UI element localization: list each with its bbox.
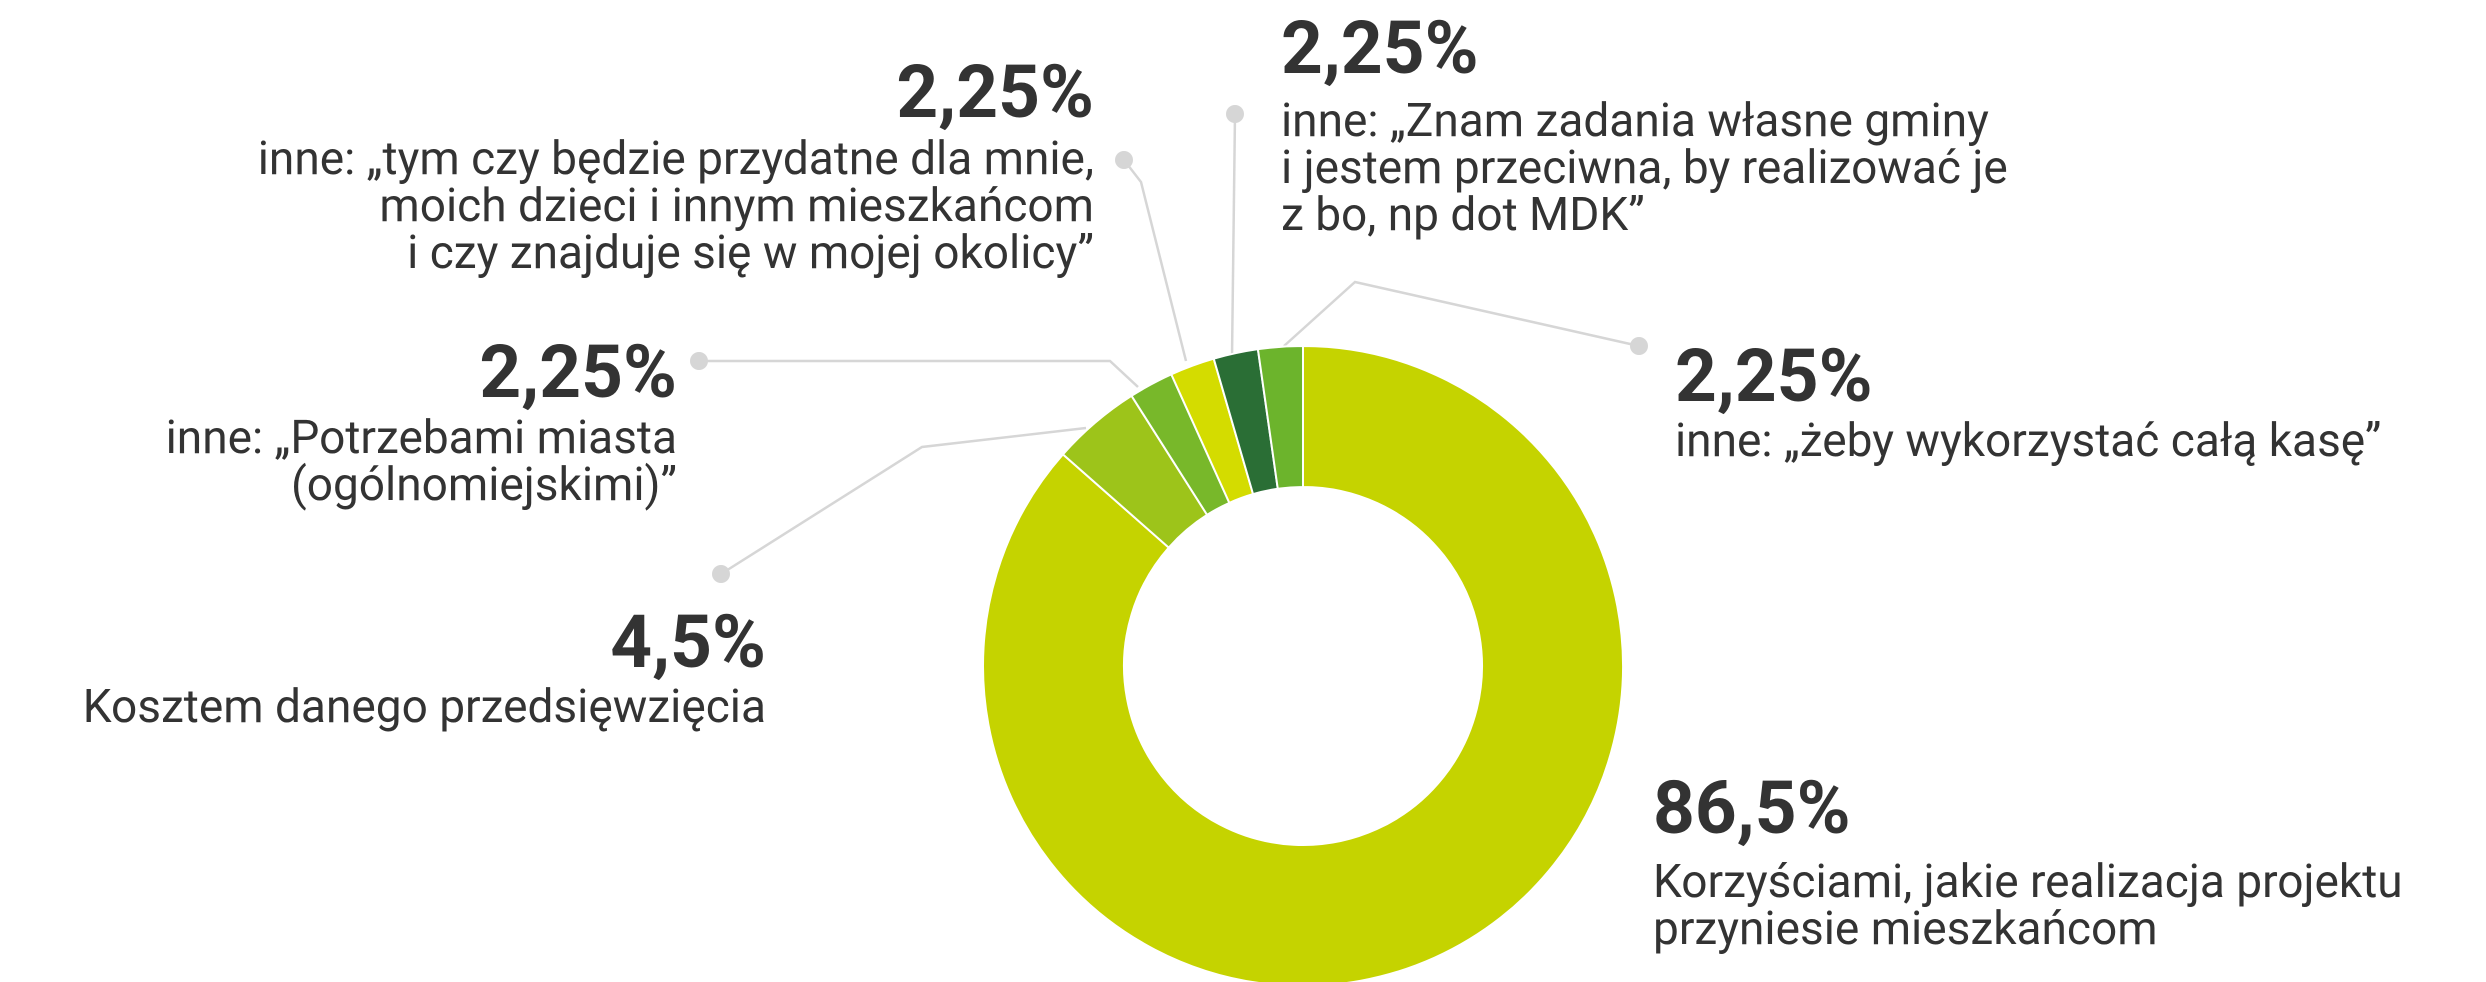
donut-slice <box>1256 344 1304 490</box>
category-label: inne: „żeby wykorzystać całą kasę” <box>1675 414 2381 468</box>
donut-slice <box>982 344 1624 982</box>
leader-dot <box>1630 337 1648 355</box>
category-label: Korzyściami, jakie realizacja projektu <box>1653 855 2403 909</box>
category-label: z bo, np dot MDK” <box>1281 188 1645 242</box>
value-label: 2,25% <box>896 49 1094 135</box>
value-label: 2,25% <box>1675 333 1873 419</box>
category-label: moich dzieci i innym mieszkańcom <box>379 179 1094 233</box>
value-label: 4,5% <box>610 599 766 685</box>
leader-dot <box>690 352 708 370</box>
leader-line <box>699 359 1139 388</box>
value-label: 2,25% <box>479 329 677 415</box>
value-label: 86,5% <box>1653 765 1851 851</box>
category-label: i czy znajduje się w mojej okolicy” <box>407 226 1094 280</box>
leader-dot <box>1115 151 1133 169</box>
leader-lines <box>690 105 1648 583</box>
leader-line <box>1283 280 1640 348</box>
leader-line <box>1123 159 1188 362</box>
leader-line <box>1230 113 1237 358</box>
category-label: przyniesie mieszkańcom <box>1653 902 2158 956</box>
category-label: inne: „Znam zadania własne gminy <box>1281 94 1989 148</box>
category-label: (ogólnomiejskimi)” <box>291 458 677 512</box>
leader-line <box>720 426 1087 576</box>
leader-dot <box>1226 105 1244 123</box>
leader-dot <box>712 565 730 583</box>
category-label: i jestem przeciwna, by realizować je <box>1281 141 2008 195</box>
category-label: Kosztem danego przedsięwzięcia <box>83 680 766 734</box>
category-label: inne: „Potrzebami miasta <box>166 411 677 465</box>
category-label: inne: „tym czy będzie przydatne dla mnie… <box>258 132 1094 186</box>
value-label: 2,25% <box>1281 5 1479 91</box>
